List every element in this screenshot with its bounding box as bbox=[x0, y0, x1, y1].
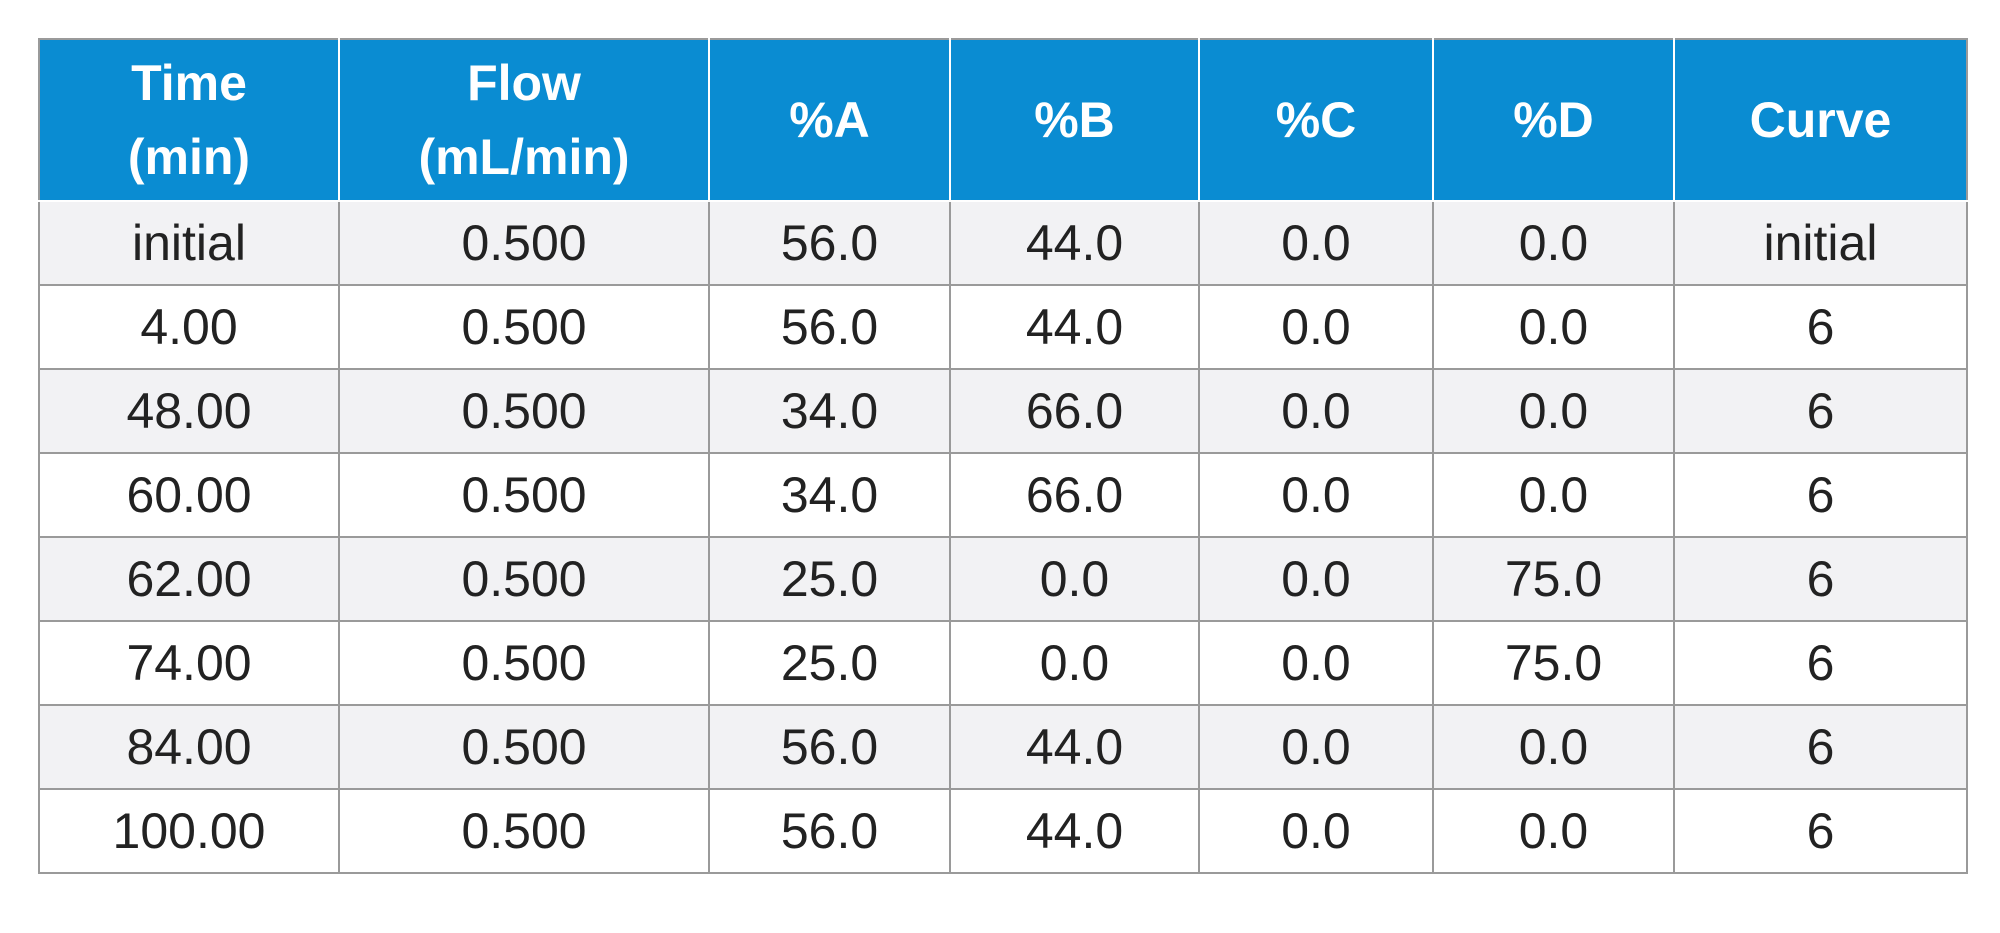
cell-percent-b: 44.0 bbox=[949, 704, 1200, 790]
cell-percent-b: 44.0 bbox=[949, 200, 1200, 286]
cell-curve: 6 bbox=[1673, 452, 1968, 538]
header-row: Time (min) Flow (mL/min) %A %B %C %D Cur… bbox=[38, 38, 1968, 202]
cell-percent-d: 75.0 bbox=[1432, 536, 1675, 622]
cell-percent-b: 66.0 bbox=[949, 368, 1200, 454]
table-row: 84.00 0.500 56.0 44.0 0.0 0.0 6 bbox=[38, 704, 1968, 790]
cell-flow: 0.500 bbox=[338, 200, 710, 286]
cell-curve: 6 bbox=[1673, 536, 1968, 622]
cell-flow: 0.500 bbox=[338, 368, 710, 454]
cell-percent-c: 0.0 bbox=[1198, 368, 1434, 454]
cell-percent-d: 0.0 bbox=[1432, 200, 1675, 286]
cell-flow: 0.500 bbox=[338, 284, 710, 370]
cell-flow: 0.500 bbox=[338, 788, 710, 874]
cell-time: 4.00 bbox=[38, 284, 340, 370]
cell-percent-a: 34.0 bbox=[708, 368, 951, 454]
cell-time: 74.00 bbox=[38, 620, 340, 706]
table-row: 60.00 0.500 34.0 66.0 0.0 0.0 6 bbox=[38, 452, 1968, 538]
cell-curve: 6 bbox=[1673, 620, 1968, 706]
cell-percent-c: 0.0 bbox=[1198, 620, 1434, 706]
cell-flow: 0.500 bbox=[338, 704, 710, 790]
table-row: 74.00 0.500 25.0 0.0 0.0 75.0 6 bbox=[38, 620, 1968, 706]
cell-time: 62.00 bbox=[38, 536, 340, 622]
cell-percent-d: 0.0 bbox=[1432, 368, 1675, 454]
table-row: 100.00 0.500 56.0 44.0 0.0 0.0 6 bbox=[38, 788, 1968, 874]
cell-percent-c: 0.0 bbox=[1198, 536, 1434, 622]
cell-percent-b: 44.0 bbox=[949, 788, 1200, 874]
cell-percent-d: 0.0 bbox=[1432, 284, 1675, 370]
cell-flow: 0.500 bbox=[338, 536, 710, 622]
cell-flow: 0.500 bbox=[338, 452, 710, 538]
cell-time: 84.00 bbox=[38, 704, 340, 790]
cell-percent-a: 34.0 bbox=[708, 452, 951, 538]
header-curve: Curve bbox=[1673, 38, 1968, 202]
cell-time: initial bbox=[38, 200, 340, 286]
cell-curve: 6 bbox=[1673, 368, 1968, 454]
cell-percent-a: 56.0 bbox=[708, 284, 951, 370]
cell-percent-d: 0.0 bbox=[1432, 452, 1675, 538]
table-body: initial 0.500 56.0 44.0 0.0 0.0 initial … bbox=[38, 200, 1968, 874]
table-row: initial 0.500 56.0 44.0 0.0 0.0 initial bbox=[38, 200, 1968, 286]
header-flow: Flow (mL/min) bbox=[338, 38, 710, 202]
gradient-table: Time (min) Flow (mL/min) %A %B %C %D Cur… bbox=[38, 38, 1968, 874]
cell-percent-b: 0.0 bbox=[949, 536, 1200, 622]
cell-percent-c: 0.0 bbox=[1198, 200, 1434, 286]
cell-curve: 6 bbox=[1673, 788, 1968, 874]
header-flow-line-2: (mL/min) bbox=[418, 129, 630, 185]
cell-flow: 0.500 bbox=[338, 620, 710, 706]
cell-percent-d: 0.0 bbox=[1432, 788, 1675, 874]
cell-percent-d: 0.0 bbox=[1432, 704, 1675, 790]
header-time-line-1: Time bbox=[131, 55, 247, 111]
header-percent-d: %D bbox=[1432, 38, 1675, 202]
header-time-line-2: (min) bbox=[127, 129, 251, 185]
table-row: 62.00 0.500 25.0 0.0 0.0 75.0 6 bbox=[38, 536, 1968, 622]
cell-curve: initial bbox=[1673, 200, 1968, 286]
header-percent-b: %B bbox=[949, 38, 1200, 202]
table-row: 4.00 0.500 56.0 44.0 0.0 0.0 6 bbox=[38, 284, 1968, 370]
cell-curve: 6 bbox=[1673, 284, 1968, 370]
cell-percent-b: 66.0 bbox=[949, 452, 1200, 538]
header-percent-c: %C bbox=[1198, 38, 1434, 202]
table-header: Time (min) Flow (mL/min) %A %B %C %D Cur… bbox=[38, 38, 1968, 202]
table-row: 48.00 0.500 34.0 66.0 0.0 0.0 6 bbox=[38, 368, 1968, 454]
cell-percent-b: 0.0 bbox=[949, 620, 1200, 706]
cell-percent-d: 75.0 bbox=[1432, 620, 1675, 706]
cell-percent-a: 56.0 bbox=[708, 788, 951, 874]
cell-percent-a: 56.0 bbox=[708, 704, 951, 790]
cell-percent-c: 0.0 bbox=[1198, 452, 1434, 538]
cell-percent-c: 0.0 bbox=[1198, 704, 1434, 790]
cell-percent-b: 44.0 bbox=[949, 284, 1200, 370]
cell-time: 48.00 bbox=[38, 368, 340, 454]
cell-percent-a: 25.0 bbox=[708, 536, 951, 622]
header-flow-line-1: Flow bbox=[467, 55, 581, 111]
gradient-table-container: Time (min) Flow (mL/min) %A %B %C %D Cur… bbox=[38, 38, 1968, 874]
cell-percent-c: 0.0 bbox=[1198, 788, 1434, 874]
cell-time: 60.00 bbox=[38, 452, 340, 538]
cell-percent-a: 56.0 bbox=[708, 200, 951, 286]
cell-percent-a: 25.0 bbox=[708, 620, 951, 706]
cell-percent-c: 0.0 bbox=[1198, 284, 1434, 370]
cell-curve: 6 bbox=[1673, 704, 1968, 790]
header-time: Time (min) bbox=[38, 38, 340, 202]
cell-time: 100.00 bbox=[38, 788, 340, 874]
header-percent-a: %A bbox=[708, 38, 951, 202]
